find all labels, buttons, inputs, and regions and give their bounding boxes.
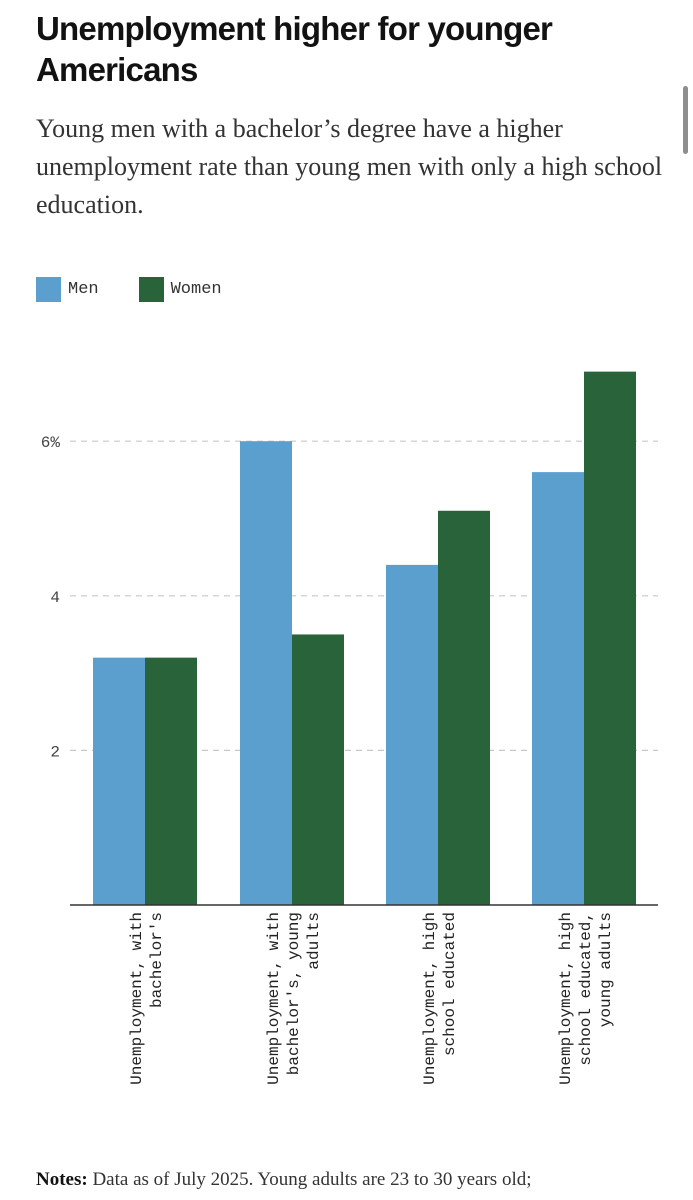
bar-women: [292, 634, 344, 905]
bar-men: [93, 657, 145, 905]
legend-item-women: Women: [138, 276, 222, 302]
bar-women: [145, 657, 197, 905]
x-tick-label: Unemployment, with bachelor's, young adult…: [265, 912, 323, 1085]
y-tick-label: 4: [50, 589, 60, 607]
notes-label: Notes:: [36, 1169, 88, 1190]
legend: Men Women: [36, 276, 262, 302]
x-tick-label: Unemployment, high school educated, young …: [557, 912, 615, 1085]
y-tick-label: 2: [50, 743, 60, 761]
chart-subtitle: Young men with a bachelor’s degree have …: [36, 114, 663, 219]
bar-men: [386, 564, 438, 905]
y-tick-label: 6%: [41, 434, 61, 452]
scrollbar[interactable]: [683, 86, 688, 154]
notes-text: Data as of July 2025. Young adults are 2…: [92, 1169, 532, 1190]
bar-women: [584, 371, 636, 905]
notes: Notes: Data as of July 2025. Young adult…: [36, 1166, 676, 1194]
bar-men: [240, 441, 292, 905]
x-tick-label: Unemployment, high school educated: [421, 912, 459, 1085]
legend-label-women: Women: [170, 279, 222, 299]
bar-women: [438, 510, 490, 905]
chart-title: Unemployment higher for younger American…: [36, 10, 553, 88]
legend-item-men: Men: [36, 276, 99, 302]
x-tick-label: Unemployment, with bachelor's: [128, 912, 166, 1085]
legend-label-men: Men: [68, 279, 99, 299]
legend-swatch-men: [36, 276, 61, 302]
bar-chart: 2 4 6% Unemployment, with bachelor's Unemploy…: [41, 371, 658, 1085]
legend-swatch-women: [138, 276, 164, 302]
bar-men: [532, 472, 584, 905]
